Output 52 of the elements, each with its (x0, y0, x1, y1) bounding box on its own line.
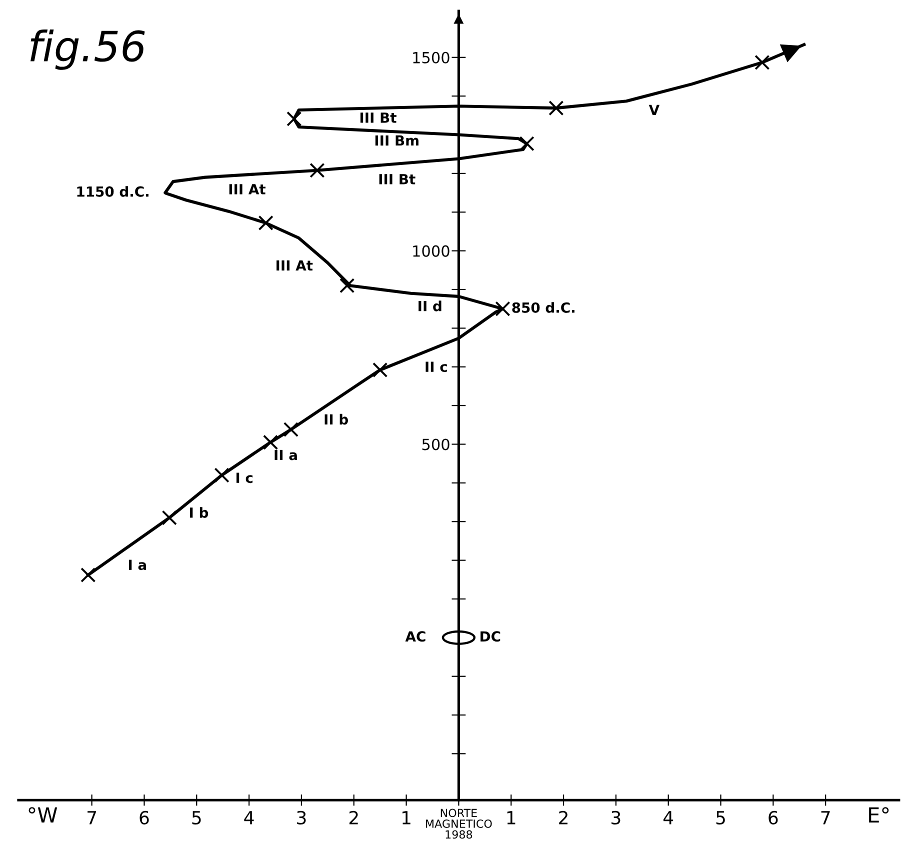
annotation: AC (405, 631, 426, 642)
annotation: 1150 d.C. (77, 186, 148, 197)
x-tick-label: 2 (349, 810, 358, 824)
point (495, 301, 510, 316)
y-tick-label: 1500 (413, 52, 450, 64)
x-tick-label: 3 (612, 810, 620, 825)
annotation: III Bt (360, 112, 396, 123)
annotation: III Bt (379, 174, 416, 184)
x-tick-label: 4 (663, 811, 674, 824)
x-tick-label: 6 (768, 810, 778, 825)
annotation: I a (129, 560, 146, 570)
annotation: I c (236, 472, 253, 484)
chart-title: fig.56 (30, 30, 145, 70)
x-tick-label: 2 (559, 810, 568, 824)
point (214, 468, 230, 483)
point (80, 567, 96, 583)
point (754, 54, 770, 70)
x-tick-label: 5 (192, 811, 201, 825)
text: E° (869, 807, 889, 823)
point (258, 215, 274, 231)
annotation: 850 d.C. (512, 302, 574, 313)
x-tick-label: 1 (507, 811, 516, 824)
point (162, 510, 177, 526)
y-tick-label: 1000 (413, 245, 450, 257)
point (339, 278, 355, 294)
x-tick-label: 5 (716, 811, 725, 825)
annotation: III Bm (375, 135, 418, 146)
point (286, 111, 302, 126)
annotation: II c (426, 362, 447, 372)
annotation: I b (190, 507, 208, 518)
annotation: II a (274, 450, 297, 460)
annotation: III At (229, 184, 266, 194)
x-tick-label: 4 (244, 811, 254, 824)
x-axis-title: NORTE MAGNETICO 1988 (426, 808, 492, 839)
point (372, 362, 388, 378)
annotation: DC (480, 631, 500, 642)
text: °W (28, 807, 58, 823)
point (262, 434, 278, 450)
x-tick-label: 1 (402, 811, 410, 824)
x-tick-label: 3 (297, 810, 306, 825)
x-tick-label: 7 (821, 811, 830, 824)
x-tick-label: 6 (140, 810, 149, 825)
point (283, 422, 299, 438)
annotation: II d (418, 300, 442, 312)
point (310, 162, 325, 178)
annotation: V (648, 104, 660, 115)
point (548, 100, 564, 116)
y-tick-label: 500 (422, 438, 450, 450)
x-tick-label: 7 (88, 811, 96, 824)
annotation: III At (276, 260, 313, 270)
annotation: II b (324, 414, 348, 425)
point (519, 136, 534, 152)
